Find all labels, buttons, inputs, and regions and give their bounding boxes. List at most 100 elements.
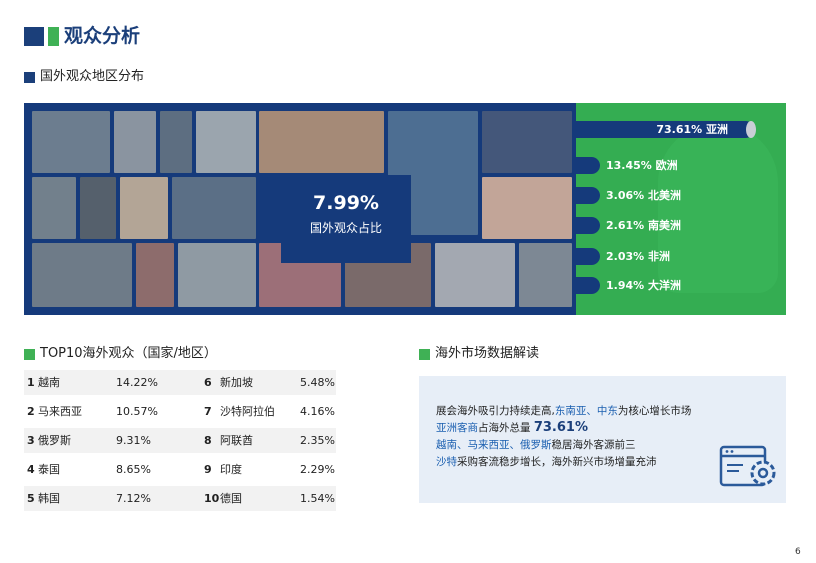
section-marker <box>24 72 35 83</box>
table-cell-c2: 沙特阿拉伯 <box>220 405 275 418</box>
bar-stub <box>576 187 600 204</box>
continent-bar-label: 3.06% 北美洲 <box>606 189 681 202</box>
table-cell-r2: 7 <box>204 405 212 418</box>
page-number: 6 <box>795 547 801 557</box>
table-cell-c2: 新加坡 <box>220 376 253 389</box>
insights-box: 展会海外吸引力持续走高,东南亚、中东为核心增长市场 亚洲客商占海外总量 73.6… <box>419 376 786 503</box>
continent-bar-5: 1.94% 大洋洲 <box>576 277 756 294</box>
photo-visitor-crowd <box>482 177 572 239</box>
insights-marker <box>419 349 430 360</box>
photo-visitor-phone <box>160 111 192 173</box>
table-cell-v1: 10.57% <box>116 405 158 418</box>
continent-bar-2: 3.06% 北美洲 <box>576 187 756 204</box>
insight-2b: 占海外总量 <box>478 422 531 434</box>
insight-4b: 采购客流稳步增长，海外新兴市场增量充沛 <box>457 456 657 468</box>
foreign-share-value: 7.99% <box>313 192 379 214</box>
insight-line-3: 越南、马来西亚、俄罗斯稳居海外客源前三 <box>436 437 636 453</box>
photo-visitor-group <box>196 111 256 173</box>
header-square-green <box>48 27 59 46</box>
insight-4a: 沙特 <box>436 456 457 468</box>
continent-bar-label: 2.03% 非洲 <box>606 250 670 263</box>
continent-bar-3: 2.61% 南美洲 <box>576 217 756 234</box>
continent-bar-label: 73.61% 亚洲 <box>656 123 728 136</box>
photo-visitor-side <box>136 243 174 307</box>
table-cell-c1: 越南 <box>38 376 60 389</box>
table-cell-c1: 韩国 <box>38 492 60 505</box>
browser-gear-icon <box>719 445 776 487</box>
table-cell-r2: 10 <box>204 492 220 505</box>
continent-bar-label: 2.61% 南美洲 <box>606 219 681 232</box>
table-cell-v2: 2.29% <box>300 463 335 476</box>
table-cell-v2: 4.16% <box>300 405 335 418</box>
table-cell-v2: 5.48% <box>300 376 335 389</box>
table-cell-v1: 14.22% <box>116 376 158 389</box>
photo-visitor-booth <box>32 111 110 173</box>
table-cell-v1: 8.65% <box>116 463 151 476</box>
insight-2c: 73.61% <box>533 420 588 435</box>
table-row: 1 越南 14.22% 6 新加坡 5.48% <box>24 370 336 395</box>
insight-1b: 东南亚、中东 <box>554 405 618 417</box>
continent-bar-label: 13.45% 欧洲 <box>606 159 678 172</box>
photo-visitor-talk <box>114 111 156 173</box>
table-cell-r1: 4 <box>27 463 35 476</box>
table-cell-v2: 2.35% <box>300 434 335 447</box>
table-cell-c2: 德国 <box>220 492 242 505</box>
photo-visitor-team <box>172 177 256 239</box>
bar-end-cap <box>746 121 756 138</box>
insight-1c: 为核心增长市场 <box>617 405 692 417</box>
table-cell-v2: 1.54% <box>300 492 335 505</box>
region-banner: 7.99% 国外观众占比 73.61% 亚洲 13.45% 欧洲 3.06% 北美洲… <box>24 103 786 315</box>
table-cell-v1: 9.31% <box>116 434 151 447</box>
table-cell-c1: 俄罗斯 <box>38 434 71 447</box>
panel-decoration <box>658 123 778 293</box>
insight-3a: 越南、马来西亚、俄罗斯 <box>436 439 552 451</box>
insight-line-2: 亚洲客商占海外总量 73.61% <box>436 420 588 436</box>
table-row: 5 韩国 7.12% 10 德国 1.54% <box>24 486 336 511</box>
insights-title: 海外市场数据解读 <box>435 346 540 361</box>
table-cell-r1: 5 <box>27 492 35 505</box>
bar-stub <box>576 277 600 294</box>
table-cell-c2: 印度 <box>220 463 242 476</box>
bar-stub <box>576 217 600 234</box>
continent-bar-4: 2.03% 非洲 <box>576 248 756 265</box>
table-cell-c1: 泰国 <box>38 463 60 476</box>
table-cell-r1: 3 <box>27 434 35 447</box>
continent-bar-1: 13.45% 欧洲 <box>576 157 756 174</box>
header-square-navy <box>24 27 44 46</box>
table-row: 3 俄罗斯 9.31% 8 阿联酋 2.35% <box>24 428 336 453</box>
continent-bar-0: 73.61% 亚洲 <box>574 121 756 138</box>
table-row: 2 马来西亚 10.57% 7 沙特阿拉伯 4.16% <box>24 399 336 424</box>
photo-visitor-portrait <box>32 243 132 307</box>
table-cell-r2: 9 <box>204 463 212 476</box>
region-section-title: 国外观众地区分布 <box>40 69 145 84</box>
continent-bar-label: 1.94% 大洋洲 <box>606 279 681 292</box>
table-cell-c2: 阿联酋 <box>220 434 253 447</box>
top10-marker <box>24 349 35 360</box>
insight-1a: 展会海外吸引力持续走高, <box>436 405 555 417</box>
photo-vr-demo <box>482 111 572 173</box>
photo-visitor-laptop <box>32 177 76 239</box>
photo-visitor-talk-2 <box>120 177 168 239</box>
table-cell-c1: 马来西亚 <box>38 405 82 418</box>
photo-visitor-standing <box>519 243 572 307</box>
continent-bar-panel: 73.61% 亚洲 13.45% 欧洲 3.06% 北美洲 2.61% 南美洲 2.03… <box>574 103 786 315</box>
table-row: 4 泰国 8.65% 9 印度 2.29% <box>24 457 336 482</box>
photo-visitor-walk <box>80 177 116 239</box>
photo-visitor-catalog <box>435 243 515 307</box>
insight-2a: 亚洲客商 <box>436 422 478 434</box>
bar-stub <box>576 157 600 174</box>
table-cell-r1: 1 <box>27 376 35 389</box>
photo-visitor-discussion <box>259 111 384 173</box>
insight-line-4: 沙特采购客流稳步增长，海外新兴市场增量充沛 <box>436 454 657 470</box>
insight-3b: 稳居海外客源前三 <box>551 439 636 451</box>
top10-title: TOP10海外观众（国家/地区） <box>40 346 217 361</box>
photo-visitor-pair <box>178 243 256 307</box>
table-cell-v1: 7.12% <box>116 492 151 505</box>
page-title: 观众分析 <box>64 25 141 47</box>
foreign-share-box: 7.99% 国外观众占比 <box>281 175 411 263</box>
foreign-share-label: 国外观众占比 <box>309 221 382 235</box>
table-cell-r2: 8 <box>204 434 212 447</box>
insight-line-1: 展会海外吸引力持续走高,东南亚、中东为核心增长市场 <box>436 403 691 419</box>
bar-stub <box>576 248 600 265</box>
table-cell-r2: 6 <box>204 376 212 389</box>
